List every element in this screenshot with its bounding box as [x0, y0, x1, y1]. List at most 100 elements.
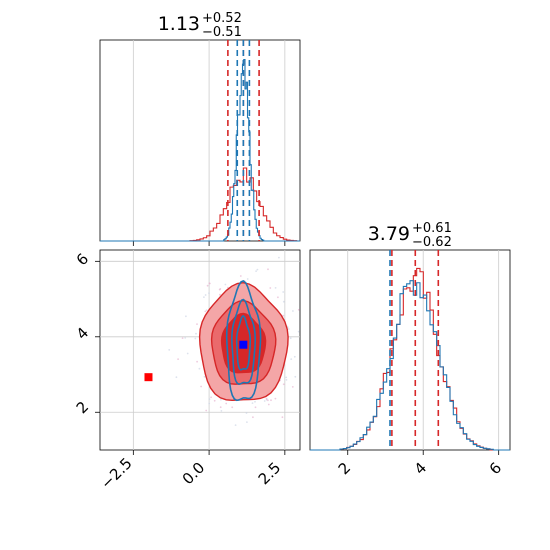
hist-blue-param1	[100, 59, 300, 242]
x-tick-label-2.5: 2.5	[255, 459, 285, 489]
scatter-point	[225, 402, 228, 405]
scatter-point	[196, 360, 199, 363]
scatter-point	[297, 330, 300, 333]
y-tick-label-6: 6	[73, 250, 92, 269]
scatter-point	[231, 406, 234, 409]
scatter-point	[213, 399, 216, 402]
hist-blue-param2	[310, 280, 510, 451]
panel-top-left-title: 1.13	[158, 13, 200, 35]
x2-tick-label-4: 4	[411, 459, 430, 478]
panel-bottom-right-histograms	[310, 267, 510, 451]
scatter-point	[256, 268, 259, 271]
marker-blue-truth	[239, 340, 248, 349]
scatter-point	[277, 296, 279, 299]
scatter-point	[204, 294, 207, 296]
scatter-point	[224, 283, 227, 286]
scatter-point	[267, 403, 270, 406]
scatter-point	[281, 416, 284, 419]
scatter-point	[194, 337, 197, 340]
scatter-point	[168, 349, 171, 351]
scatter-point	[278, 256, 280, 259]
scatter-point	[181, 337, 184, 339]
scatter-point	[254, 406, 257, 409]
y-tick-label-2: 2	[73, 398, 92, 417]
scatter-point	[219, 406, 222, 409]
scatter-point	[175, 376, 178, 379]
scatter-point	[200, 385, 203, 388]
scatter-point	[297, 308, 300, 311]
scatter-point	[205, 309, 208, 312]
scatter-point	[184, 337, 187, 339]
scatter-point	[198, 367, 201, 370]
scatter-point	[185, 315, 187, 318]
panel-bottom-right-title-sup: +0.61	[412, 221, 452, 236]
x2-tick-label-2: 2	[335, 459, 354, 478]
panel-top-left: 1.13 +0.52 −0.51	[99, 11, 301, 246]
scatter-point	[251, 402, 254, 404]
scatter-point	[196, 323, 198, 325]
scatter-point	[265, 397, 268, 400]
scatter-point	[282, 314, 285, 317]
scatter-point	[205, 409, 208, 412]
scatter-point	[203, 296, 205, 298]
scatter-point	[219, 293, 221, 296]
scatter-point	[195, 332, 197, 335]
contour-blue-level-2	[235, 314, 252, 371]
panel-bottom-right: 3.79 +0.61 −0.62 2 4 6	[309, 221, 511, 478]
scatter-point	[208, 402, 211, 405]
panel-bottom-left: 2 4 6 −2.5 0.0 2.5	[73, 249, 301, 493]
panel-top-left-quantile-lines	[227, 40, 260, 241]
scatter-point	[293, 355, 296, 358]
scatter-point	[267, 268, 269, 271]
x-tick-label-0.0: 0.0	[179, 459, 209, 489]
scatter-point	[267, 399, 269, 402]
scatter-point	[204, 310, 207, 313]
scatter-point	[282, 300, 285, 303]
contour-blue-level-0	[225, 279, 262, 402]
scatter-point	[177, 358, 180, 360]
panel-top-left-frame	[99, 39, 301, 242]
panel-top-left-title-sub: −0.51	[202, 25, 242, 40]
panel-top-left-title-sup: +0.52	[202, 11, 242, 26]
panel-top-left-grid	[132, 40, 286, 246]
scatter-point	[252, 416, 254, 419]
scatter-point	[291, 386, 294, 388]
marker-red-point	[144, 373, 153, 382]
scatter-point	[287, 328, 290, 330]
scatter-point	[208, 398, 211, 400]
scatter-point	[274, 397, 277, 400]
panel-bottom-left-markers	[144, 340, 248, 382]
scatter-point	[282, 383, 285, 386]
scatter-point	[269, 287, 272, 289]
scatter-point	[219, 288, 222, 290]
panel-bottom-right-title: 3.79	[368, 223, 410, 245]
x-tick-label-neg2.5: −2.5	[97, 454, 135, 492]
scatter-point	[239, 275, 242, 277]
scatter-point	[246, 421, 248, 423]
y-tick-label-4: 4	[73, 324, 92, 343]
scatter-point	[263, 400, 266, 402]
scatter-point	[203, 375, 206, 378]
scatter-point	[220, 410, 223, 412]
scatter-point	[285, 376, 288, 379]
panel-bottom-right-quantile-lines	[389, 250, 440, 450]
scatter-point	[254, 400, 256, 403]
scatter-point	[220, 398, 222, 401]
contour-blue-level-1	[230, 298, 257, 386]
scatter-point	[210, 396, 213, 399]
scatter-point	[234, 424, 237, 426]
scatter-point	[206, 284, 209, 287]
scatter-point	[245, 412, 248, 414]
scatter-point	[292, 310, 294, 312]
scatter-point	[294, 375, 297, 378]
scatter-point	[208, 292, 210, 294]
scatter-point	[274, 287, 277, 289]
scatter-point	[282, 291, 285, 293]
scatter-point	[285, 379, 288, 381]
scatter-point	[246, 278, 249, 280]
x2-tick-label-6: 6	[486, 459, 505, 478]
scatter-point	[186, 352, 189, 355]
scatter-point	[255, 270, 257, 272]
panel-bottom-right-title-sub: −0.62	[412, 235, 452, 250]
